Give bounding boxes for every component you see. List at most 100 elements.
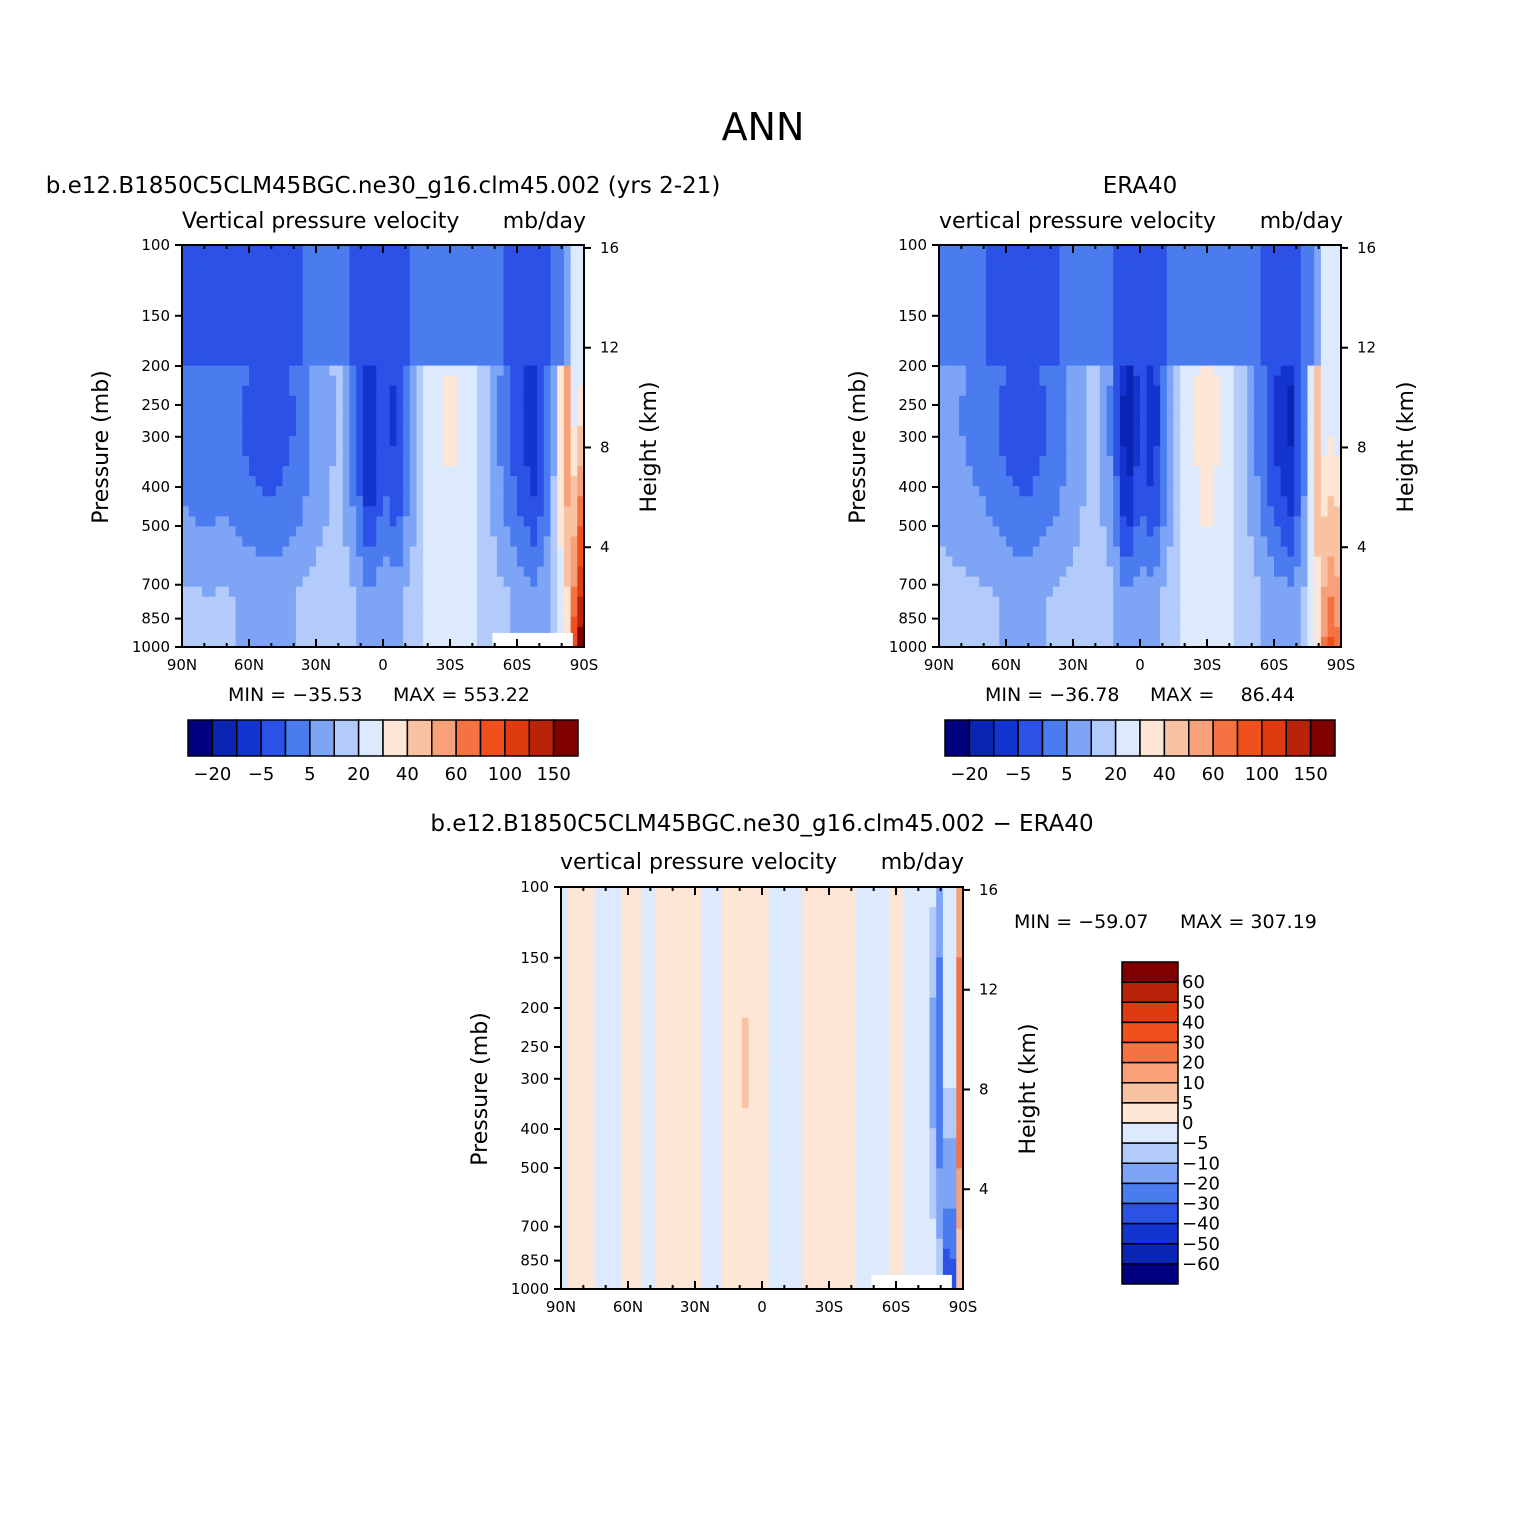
field-cell — [262, 376, 269, 387]
field-cell — [1100, 516, 1107, 527]
field-cell — [390, 466, 397, 477]
field-cell — [242, 536, 249, 547]
field-cell — [423, 335, 430, 346]
field-cell — [973, 255, 980, 266]
field-cell — [1301, 627, 1308, 638]
field-cell — [1133, 456, 1140, 467]
field-cell — [1053, 386, 1060, 397]
field-cell — [1261, 416, 1268, 427]
field-cell — [1113, 496, 1120, 507]
field-cell — [430, 386, 437, 397]
field-cell — [450, 275, 457, 286]
field-cell — [363, 486, 370, 497]
field-cell — [484, 506, 491, 517]
field-cell — [370, 617, 377, 628]
field-cell — [216, 275, 223, 286]
field-cell — [1040, 536, 1047, 547]
field-cell — [242, 526, 249, 537]
field-cell — [1180, 426, 1187, 437]
field-cell — [999, 456, 1006, 467]
field-cell — [999, 617, 1006, 628]
x-tick-label: 60N — [234, 656, 264, 674]
field-cell — [966, 436, 973, 447]
field-cell — [222, 325, 229, 336]
field-cell — [544, 275, 551, 286]
field-cell — [1013, 607, 1020, 618]
field-cell — [1328, 466, 1335, 477]
field-cell — [1107, 496, 1114, 507]
field-cell — [979, 536, 986, 547]
x-tick-label: 60N — [991, 656, 1021, 674]
field-cell — [242, 426, 249, 437]
field-cell — [1247, 386, 1254, 397]
field-cell — [1140, 325, 1147, 336]
field-cell — [1274, 285, 1281, 296]
field-cell — [946, 567, 953, 578]
field-cell — [1328, 476, 1335, 487]
field-cell — [1066, 265, 1073, 276]
field-cell — [195, 506, 202, 517]
field-cell — [1153, 376, 1160, 387]
field-cell — [195, 557, 202, 568]
field-cell — [1073, 577, 1080, 588]
field-cell — [195, 567, 202, 578]
field-cell — [1107, 335, 1114, 346]
field-cell — [1147, 416, 1154, 427]
field-cell — [1200, 416, 1207, 427]
field-cell — [952, 245, 959, 256]
field-cell — [537, 406, 544, 417]
field-cell — [403, 607, 410, 618]
field-cell — [551, 305, 558, 316]
field-cell — [289, 607, 296, 618]
field-cell — [1314, 587, 1321, 598]
field-cell — [1093, 536, 1100, 547]
field-cell — [1167, 617, 1174, 628]
field-cell — [396, 587, 403, 598]
field-cell — [1214, 406, 1221, 417]
field-cell — [1040, 315, 1047, 326]
field-cell — [1113, 386, 1120, 397]
field-cell — [323, 396, 330, 407]
field-cell — [1046, 486, 1053, 497]
field-cell — [1234, 325, 1241, 336]
field-cell — [309, 275, 316, 286]
field-cell — [1314, 315, 1321, 326]
field-cell — [551, 335, 558, 346]
field-cell — [283, 557, 290, 568]
field-cell — [343, 536, 350, 547]
field-cell — [463, 386, 470, 397]
field-cell — [457, 597, 464, 608]
field-cell — [973, 617, 980, 628]
field-cell — [993, 627, 1000, 638]
field-cell — [1281, 305, 1288, 316]
field-cell — [517, 476, 524, 487]
field-cell — [242, 335, 249, 346]
field-cell — [530, 275, 537, 286]
field-cell — [363, 557, 370, 568]
field-cell — [1174, 496, 1181, 507]
colorbar-swatch — [237, 720, 261, 756]
field-cell — [1200, 496, 1207, 507]
field-cell — [457, 265, 464, 276]
field-cell — [986, 396, 993, 407]
field-cell — [1227, 627, 1234, 638]
field-cell — [1287, 346, 1294, 357]
y-tick-label: 700 — [141, 576, 170, 594]
field-cell — [1174, 506, 1181, 517]
field-cell — [182, 386, 189, 397]
field-cell — [939, 476, 946, 487]
field-cell — [403, 597, 410, 608]
field-cell — [571, 305, 578, 316]
field-cell — [202, 577, 209, 588]
field-cell — [209, 436, 216, 447]
field-cell — [952, 617, 959, 628]
field-cell — [383, 396, 390, 407]
field-cell — [316, 607, 323, 618]
field-cell — [457, 346, 464, 357]
field-cell — [376, 396, 383, 407]
field-cell — [376, 516, 383, 527]
field-cell — [1180, 305, 1187, 316]
field-cell — [1261, 486, 1268, 497]
field-cell — [999, 366, 1006, 377]
field-cell — [430, 516, 437, 527]
